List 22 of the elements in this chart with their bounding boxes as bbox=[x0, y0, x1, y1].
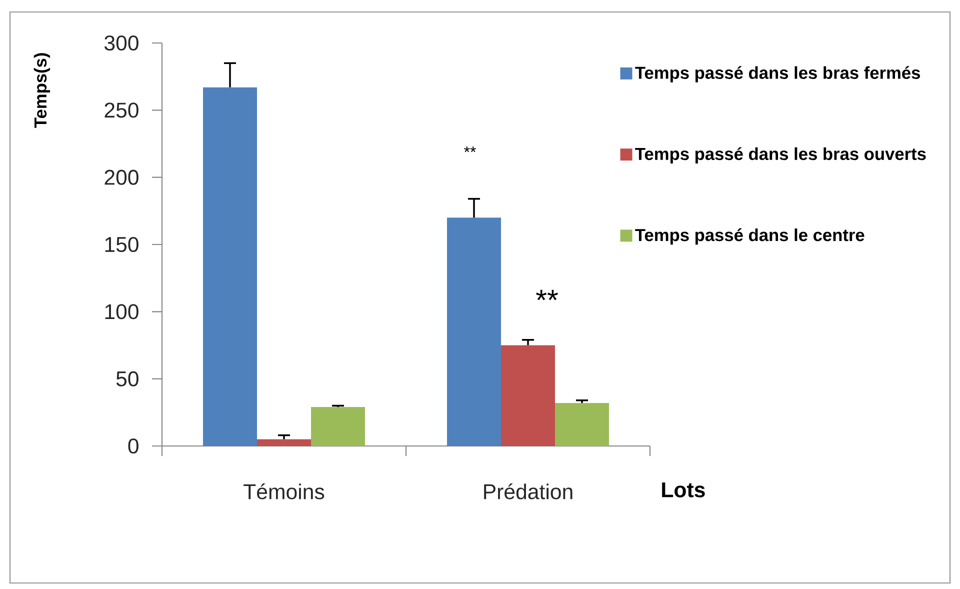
y-tick-label: 250 bbox=[104, 102, 138, 118]
x-tick-label: Témoins bbox=[244, 483, 324, 500]
y-tick-label: 150 bbox=[105, 236, 138, 252]
y-tick-label: 50 bbox=[116, 371, 138, 386]
y-tick-label: 100 bbox=[105, 304, 138, 320]
y-axis-title: Temps(s) bbox=[34, 53, 50, 128]
bar bbox=[311, 407, 365, 446]
y-tick-label: 200 bbox=[104, 170, 138, 185]
bar bbox=[203, 87, 257, 446]
bar bbox=[555, 403, 610, 446]
x-tick-label: Prédation bbox=[484, 483, 572, 500]
legend-label: Temps passé dans les bras fermés bbox=[635, 66, 920, 82]
y-tick-label: 0 bbox=[128, 438, 138, 454]
bar bbox=[501, 345, 555, 446]
annotation: ** bbox=[464, 146, 476, 152]
legend-label: Temps passé dans le centre bbox=[635, 228, 864, 245]
bar bbox=[257, 439, 311, 446]
x-axis-title: Lots bbox=[662, 482, 705, 498]
annotation: ** bbox=[536, 290, 558, 300]
bar bbox=[447, 218, 501, 446]
y-tick-label: 300 bbox=[104, 35, 138, 51]
legend-label: Temps passé dans les bras ouverts bbox=[635, 147, 926, 164]
